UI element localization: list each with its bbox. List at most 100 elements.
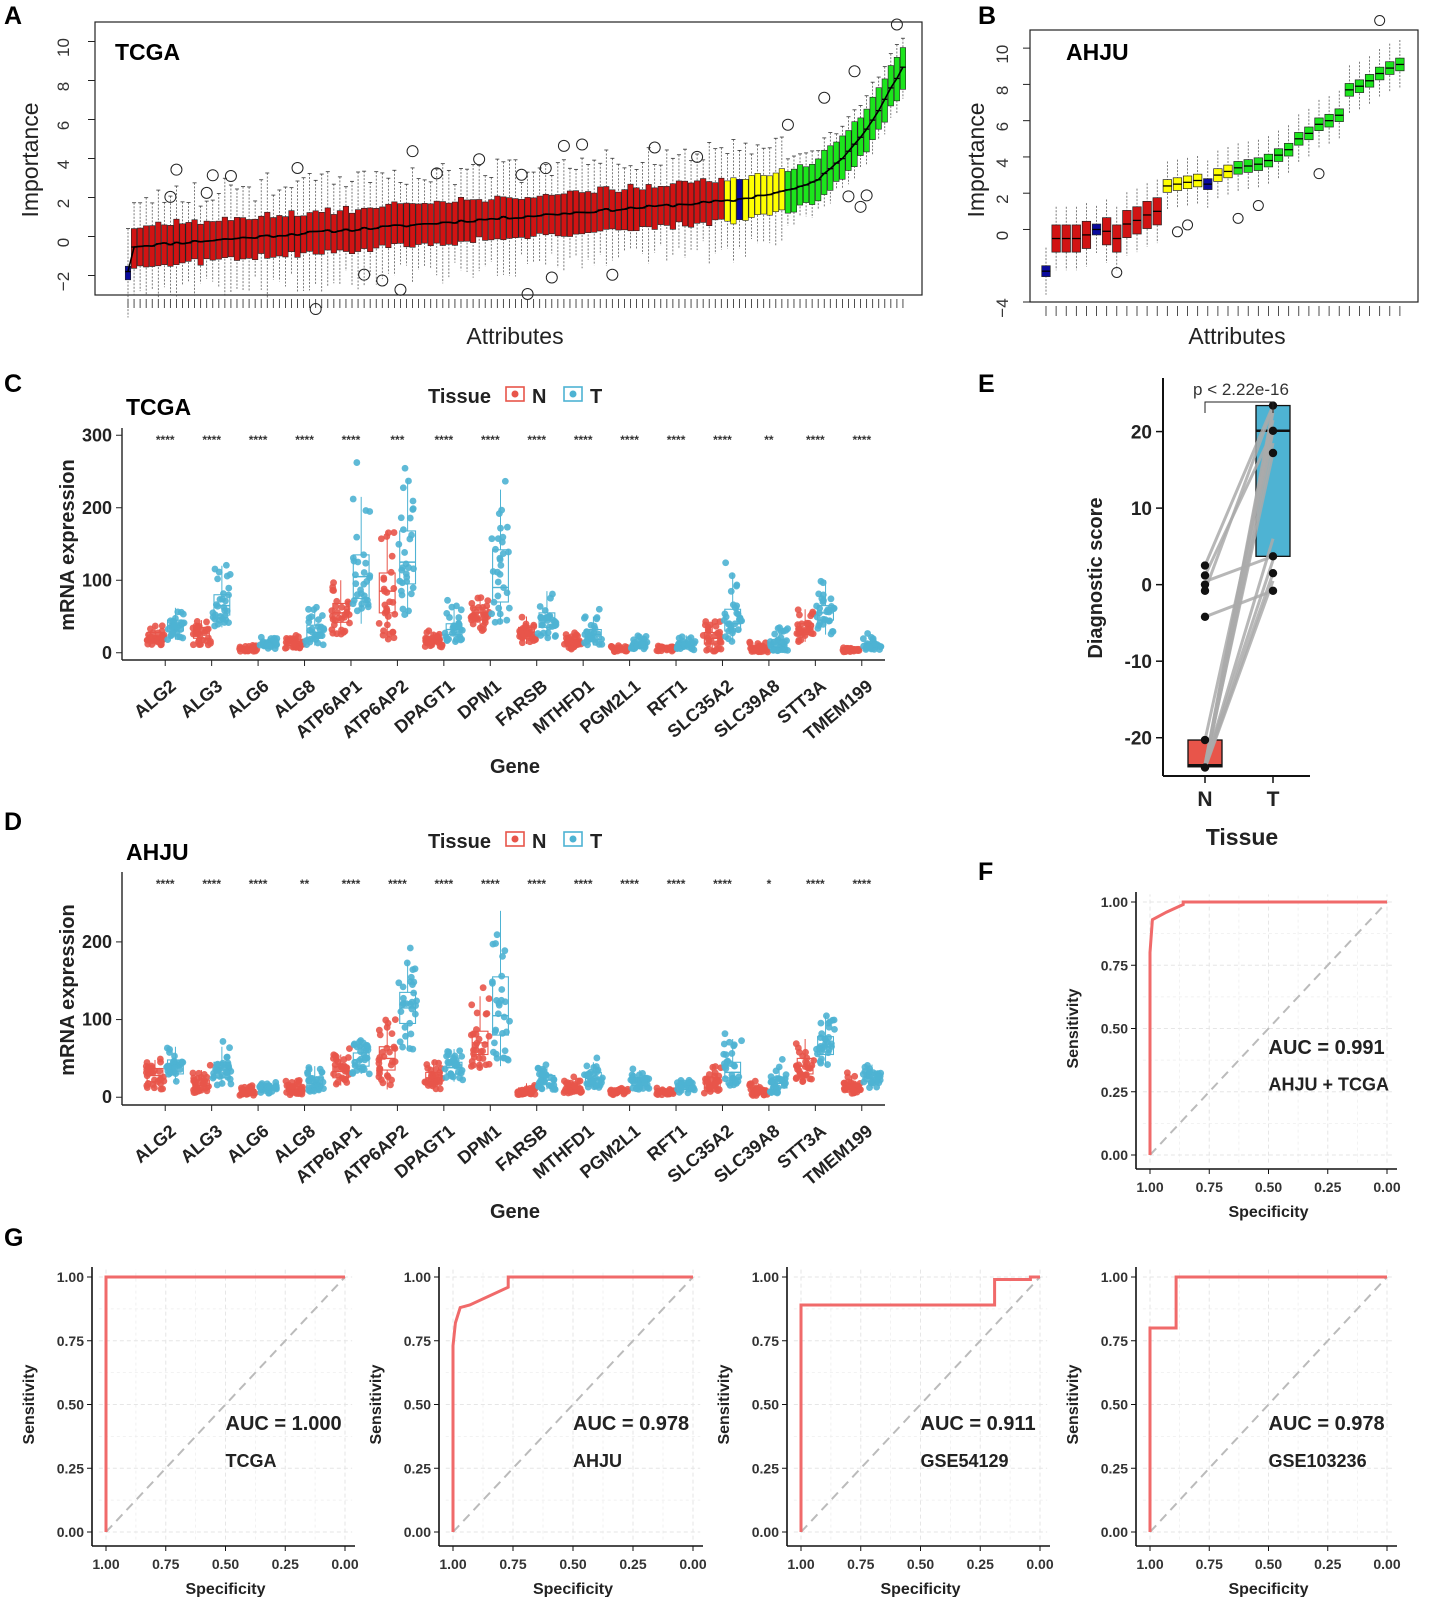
point-n [794, 621, 802, 629]
point-n [716, 632, 724, 640]
point-n [330, 1070, 337, 1078]
y-tick-label: 20 [1131, 423, 1152, 444]
point-t [819, 591, 827, 599]
point-t [410, 565, 417, 573]
attribute-box [427, 203, 434, 247]
point-t [405, 607, 412, 615]
attribute-box [651, 187, 658, 230]
point-t [776, 624, 783, 632]
point-n [845, 645, 852, 653]
point-t [401, 1023, 409, 1031]
point-t [362, 559, 370, 567]
point-n [391, 1016, 399, 1024]
attribute-box [706, 181, 713, 227]
point-t [827, 630, 835, 638]
point-t [813, 602, 820, 610]
point-n [576, 1077, 584, 1085]
dataset-label: TCGA [226, 1451, 277, 1471]
diagonal-reference [1149, 1276, 1388, 1533]
point-t [824, 606, 832, 614]
point-n [711, 632, 719, 640]
point-t [455, 622, 463, 630]
x-tick-label: ALG2 [130, 676, 180, 722]
point-t [455, 614, 463, 621]
point-t [221, 612, 229, 619]
point-t [728, 1050, 736, 1057]
attribute-box [742, 179, 749, 221]
point-t [721, 1060, 728, 1068]
point-t [352, 571, 359, 579]
point-n [329, 583, 337, 591]
point-t [349, 600, 357, 608]
point-n [249, 641, 257, 649]
point-n [189, 641, 197, 649]
point-n [150, 1076, 158, 1084]
point-n [340, 1056, 348, 1063]
y-tick-label: 10 [1131, 499, 1152, 520]
significance-label: **** [806, 433, 825, 447]
point-n [156, 1055, 164, 1063]
point-n [699, 632, 707, 639]
point-n [624, 1087, 632, 1095]
outlier [842, 190, 855, 203]
legend-dot-n [511, 835, 519, 843]
y-tick-label: 0.50 [57, 1397, 84, 1413]
outlier [1232, 212, 1244, 224]
y-axis-label: Sensitivity [368, 1364, 385, 1444]
y-tick-label: -20 [1125, 729, 1152, 750]
point-n [805, 1064, 813, 1072]
attribute-box [681, 180, 689, 227]
point-t [815, 609, 823, 617]
y-tick-label: 0.25 [57, 1460, 84, 1476]
point-n [561, 1087, 569, 1095]
y-tick-label: 1.00 [752, 1269, 779, 1285]
point-n [389, 628, 397, 636]
outlier [1111, 266, 1123, 278]
point-t [645, 1085, 653, 1092]
point-t [457, 606, 465, 614]
point-t [358, 604, 366, 612]
point-n [388, 1076, 396, 1084]
point-n [792, 1040, 800, 1048]
y-tick-label: 0.50 [404, 1397, 431, 1413]
point-t [630, 636, 638, 644]
pair-line [1203, 406, 1275, 592]
y-tick-label: 1.00 [404, 1269, 431, 1285]
outlier [200, 186, 213, 199]
roc-curve-combined: 0.00 0.25 0.50 0.75 1.00 1.00 0.75 0.50 0.25 0.00… [1065, 892, 1401, 1221]
legend-dot-n [511, 390, 519, 398]
point-t [353, 459, 361, 466]
point-n [751, 1077, 759, 1085]
x-tick-label: 0.00 [679, 1556, 706, 1572]
point-t [685, 636, 693, 643]
y-tick-label: 100 [82, 1010, 112, 1030]
point-t [551, 633, 559, 640]
roc-curve-gse54129: 0.00 0.25 0.50 0.75 1.00 1.00 0.75 0.50 0.25 0.00… [716, 1267, 1054, 1597]
x-axis-label: Attributes [466, 323, 563, 349]
point-t [583, 1062, 591, 1070]
dataset-label: AHJU + TCGA [1269, 1074, 1390, 1094]
y-axis-label: mRNA expression [57, 459, 79, 631]
point-t [860, 1078, 868, 1086]
y-tick-label: 0.00 [57, 1524, 84, 1540]
point-t [729, 601, 737, 609]
point-n [201, 1077, 208, 1085]
point-n [702, 1079, 710, 1086]
point-n [715, 1077, 723, 1085]
importance-boxplot-ahju: AHJU Attributes Importance −4 0 2 4 6 8 10 [963, 15, 1419, 349]
point-t [225, 591, 232, 599]
point-t [722, 1051, 730, 1059]
point-n [379, 1048, 387, 1056]
point-t [629, 1065, 637, 1073]
x-tick-label: 1.00 [787, 1556, 814, 1572]
point-n [712, 1063, 719, 1070]
significance-label: **** [156, 877, 175, 891]
point-n [755, 648, 762, 656]
point-t [545, 1081, 553, 1089]
point-n [707, 637, 715, 645]
attribute-box [694, 180, 701, 224]
point-t [366, 574, 373, 581]
pair-line [1203, 404, 1275, 567]
significance-label: **** [620, 433, 639, 447]
point-t [405, 477, 412, 485]
